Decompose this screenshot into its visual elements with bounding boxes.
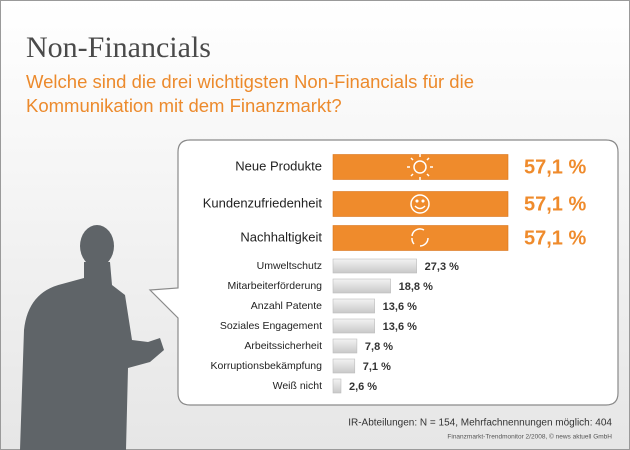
value-label: 7,8 % [365, 341, 393, 353]
chart-title: Non-Financials [26, 31, 211, 64]
value-label: 57,1 % [524, 156, 586, 178]
value-label: 18,8 % [399, 281, 433, 293]
bar [332, 154, 509, 180]
footnote: IR-Abteilungen: N = 154, Mehrfachnennung… [348, 418, 612, 429]
bars: Neue Produkte 57,1 % Kundenzufriedenheit 57… [203, 154, 586, 394]
value-label: 13,6 % [383, 301, 417, 313]
category-label: Weiß nicht [273, 380, 322, 392]
value-label: 7,1 % [363, 361, 391, 373]
bar [332, 298, 375, 314]
category-label: Nachhaltigkeit [240, 229, 322, 244]
category-label: Kundenzufriedenheit [203, 195, 323, 210]
value-label: 2,6 % [349, 381, 377, 393]
bar [332, 258, 417, 274]
category-label: Soziales Engagement [220, 320, 322, 332]
category-label: Umweltschutz [257, 260, 322, 272]
value-label: 13,6 % [383, 321, 417, 333]
bar [332, 278, 391, 294]
bar [332, 358, 356, 374]
value-label: 57,1 % [524, 227, 586, 249]
bar [332, 378, 342, 394]
bar [332, 338, 358, 354]
speaker-silhouette [20, 225, 164, 450]
value-label: 27,3 % [425, 261, 459, 273]
chart-subtitle: Welche sind die drei wichtigsten Non-Fin… [26, 71, 474, 116]
subtitle-box: Welche sind die drei wichtigsten Non-Fin… [26, 71, 474, 116]
category-label: Neue Produkte [235, 158, 322, 173]
category-label: Mitarbeiterförderung [227, 280, 322, 292]
bar [332, 318, 375, 334]
category-label: Arbeitssicherheit [244, 340, 322, 352]
bar-icons [407, 154, 433, 247]
category-label: Anzahl Patente [251, 300, 322, 312]
value-label: 57,1 % [524, 193, 586, 215]
source: Finanzmarkt-Trendmonitor 2/2008, © news … [447, 433, 612, 441]
category-label: Korruptionsbekämpfung [211, 360, 323, 372]
